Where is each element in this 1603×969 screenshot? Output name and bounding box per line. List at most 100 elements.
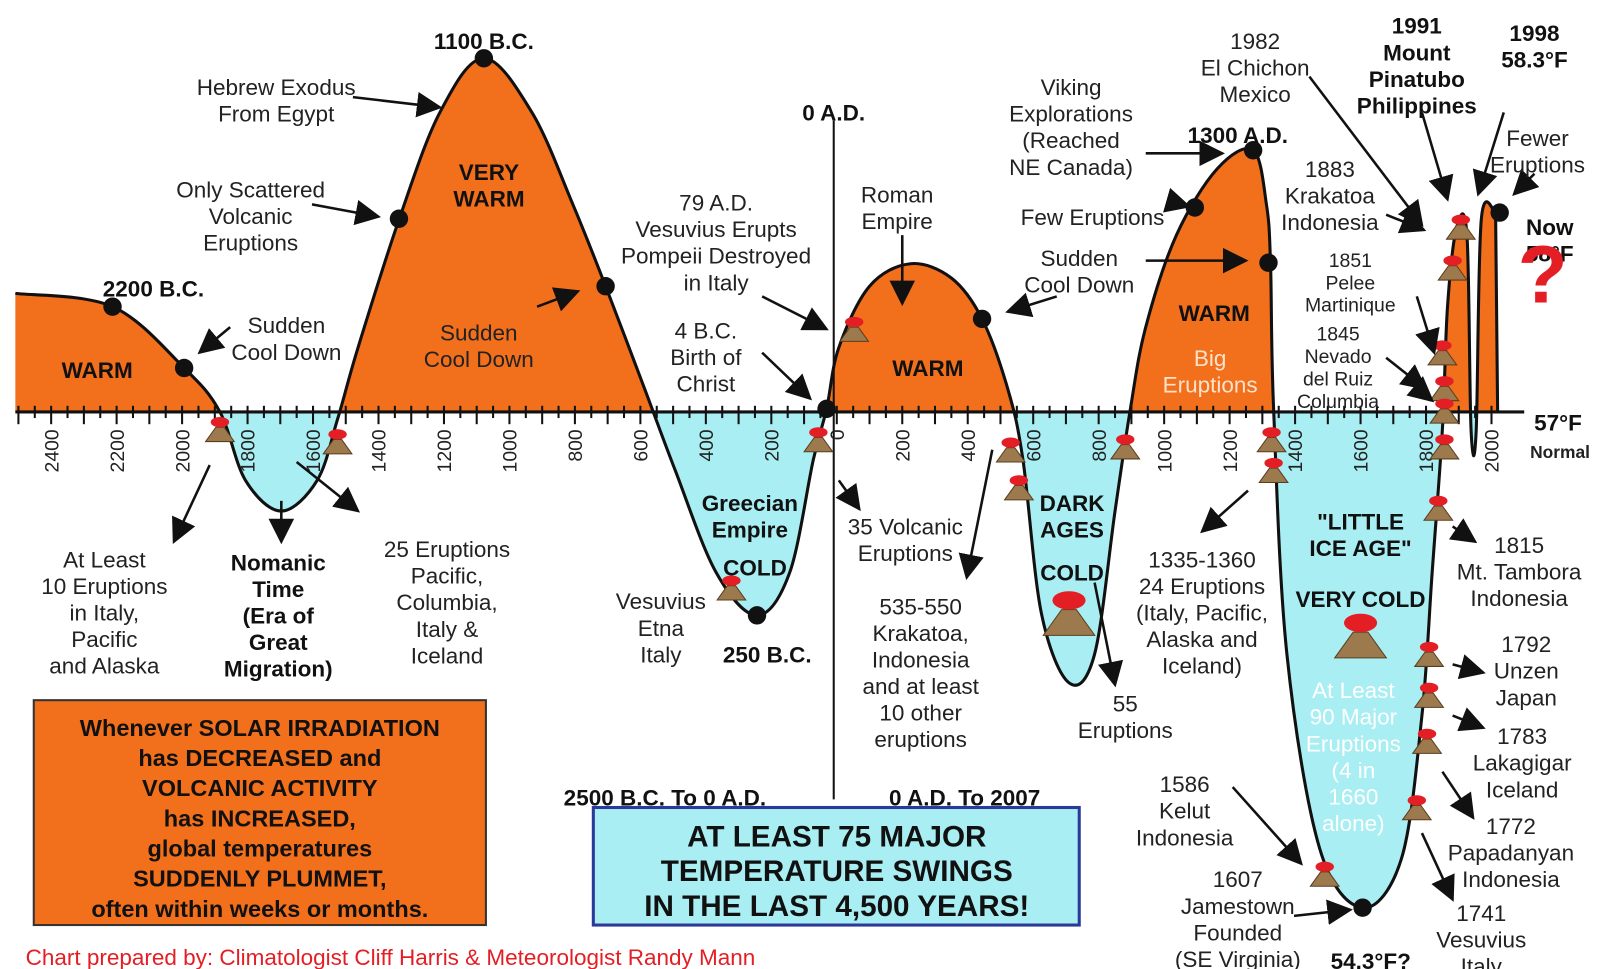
volcano [1309,871,1341,887]
annotation: Viking Explorations (Reached NE Canada) [1009,75,1133,180]
annotation-line: 25 Eruptions [384,537,510,562]
annotation-line: Mexico [1220,82,1291,107]
annotation-line: ? [1518,230,1568,321]
annotation-line: 10 Eruptions [41,574,167,599]
eruption-plume [1009,475,1029,486]
annotation-line: Pompeii Destroyed [621,244,811,269]
annotation-line: 24 Eruptions [1139,574,1265,599]
arrow [172,464,211,545]
annotation-line: 1607 [1213,867,1263,892]
eruption-plume [1407,795,1427,806]
annotation: 0 A.D. [802,101,865,126]
volcano [803,436,834,453]
eruption-plume [210,417,230,428]
annotation-line: Great [249,630,308,655]
axis-label: 600 [631,429,653,462]
annotation-line: WARM [62,358,133,383]
banner: AT LEAST 75 MAJOR TEMPERATURE SWINGS IN TH… [644,820,1029,922]
banner-line: AT LEAST 75 MAJOR [687,820,986,853]
event-dot [1353,898,1372,917]
annotation-line: Italy [640,642,682,667]
volcano [1401,804,1433,821]
annotation-line: Viking [1041,75,1102,100]
event-dot [103,297,122,316]
annotation-line: Cool Down [1024,272,1134,297]
annotation-line: eruptions [874,727,967,752]
annotation: Big Eruptions [1163,346,1258,398]
annotation-line: 1335-1360 [1148,547,1256,572]
arrow [536,287,581,312]
annotation: 1335-1360 24 Eruptions (Italy, Pacific, Ala… [1136,547,1268,678]
volcano [1427,350,1458,366]
axis-label: 1600 [303,429,325,472]
annotation-line: From Egypt [218,102,335,127]
annotation-line: WARM [1179,301,1250,326]
annotation-line: Lakagigar [1473,751,1572,776]
callout-line: global temperatures [147,836,372,862]
arrow [1005,292,1058,318]
annotation-line: 535-550 [879,594,962,619]
temperature-area [15,58,1498,908]
eruption-plume [1435,376,1454,387]
axis-label: 2000 [172,429,194,472]
annotation-line: 1815 [1494,533,1544,558]
annotation: 1586 Kelut Indonesia [1136,772,1234,850]
eruption-plume [1419,641,1439,653]
event-dot [972,309,992,329]
annotation-line: 1783 [1497,724,1547,749]
volcano [1413,651,1445,667]
annotation: WARM [1179,301,1250,326]
annotation: Sudden Cool Down [1024,246,1134,298]
eruption-plume [1417,728,1437,740]
annotation-line: 35 Volcanic [848,515,963,540]
annotation-line: COLD [1040,561,1104,586]
annotation: 54.3°F? [1331,949,1411,969]
volcano [1042,609,1096,636]
annotation-line: Now [1526,215,1574,240]
annotation: 1998 58.3°F [1501,21,1568,73]
annotation-line: Indonesia [1470,586,1568,611]
volcano [1437,265,1468,281]
eruption-plume [1262,427,1281,438]
volcano [1333,631,1388,659]
annotation: 1741 Vesuvius Italy [1436,901,1526,969]
axis-label: 2000 [1482,429,1504,472]
annotation-line: 0 A.D. [802,101,865,126]
annotation-line: (4 in [1332,758,1376,783]
annotation-line: Migration) [224,657,333,682]
annotation: VERY COLD [1296,587,1426,612]
annotation-line: del Ruiz [1303,368,1373,390]
event-dot [817,399,836,419]
annotation: 0 A.D. To 2007 [889,785,1040,810]
arrow [958,449,994,581]
annotation-line: 1998 [1509,21,1559,46]
annotation-line: Alaska and [1146,627,1257,652]
annotation-line: 54.3°F? [1331,949,1411,969]
annotation: "LITTLE ICE AGE" [1309,509,1411,561]
annotation-line: Roman [861,182,934,207]
annotation-line: 1851 [1329,250,1372,272]
annotation-line: Fewer [1506,126,1569,151]
annotation-line: Hebrew Exodus [197,75,356,100]
annotation-line: 4 B.C. [675,318,738,343]
annotation-line: Time [252,577,304,602]
annotation-line: Founded [1193,920,1282,945]
annotation-line: Sudden [440,320,518,345]
annotation-line: alone) [1322,811,1385,836]
annotation: Hebrew Exodus From Egypt [197,75,356,127]
annotation: 4 B.C. Birth of Christ [670,318,742,396]
axis-label: 200 [892,429,914,462]
annotation-line: Explorations [1009,102,1133,127]
annotation: 1883 Krakatoa Indonesia [1281,157,1379,235]
annotation-line: Vesuvius [616,589,706,614]
annotation: 1851 Pelee Martinique [1305,250,1396,317]
eruption-plume [1264,457,1283,469]
annotation-line: Krakatoa, [873,621,969,646]
annotation-line: Pinatubo [1369,67,1465,92]
axis-label: 0 [827,429,849,440]
volcano [1109,444,1141,460]
axis-label: 1200 [434,429,456,472]
annotation: Now 58°F [1526,215,1574,267]
callout-line: has INCREASED, [164,805,356,831]
cold-area [15,411,1498,908]
